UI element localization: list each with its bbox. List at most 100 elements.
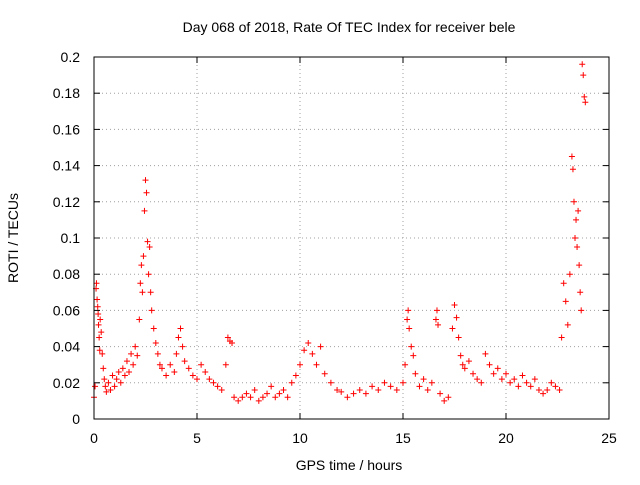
data-point <box>229 339 236 346</box>
data-point <box>527 383 534 390</box>
data-point <box>482 350 489 357</box>
data-point <box>486 361 493 368</box>
data-point <box>573 216 580 223</box>
y-tick-label: 0.2 <box>61 49 81 65</box>
data-point <box>96 334 103 341</box>
data-point <box>137 280 144 287</box>
data-point <box>350 390 357 397</box>
data-point <box>243 390 250 397</box>
data-point <box>140 253 147 260</box>
data-point <box>198 361 205 368</box>
data-point <box>424 387 431 394</box>
data-point <box>224 334 231 341</box>
data-point <box>405 307 412 314</box>
y-tick-label: 0.1 <box>61 230 81 246</box>
data-point <box>362 390 369 397</box>
chart-title: Day 068 of 2018, Rate Of TEC Index for r… <box>183 19 516 35</box>
data-point <box>494 365 501 372</box>
data-point <box>111 383 118 390</box>
data-point <box>428 379 435 386</box>
data-point <box>202 368 209 375</box>
data-point <box>119 365 126 372</box>
data-point <box>580 72 587 79</box>
data-point <box>574 244 581 251</box>
data-point <box>575 207 582 214</box>
data-point <box>402 361 409 368</box>
data-point <box>465 358 472 365</box>
data-point <box>498 376 505 383</box>
data-point <box>139 289 146 296</box>
y-tick-label: 0.14 <box>53 158 80 174</box>
data-point <box>150 325 157 332</box>
data-point <box>152 339 159 346</box>
data-point <box>142 177 149 184</box>
data-point <box>305 339 312 346</box>
data-point <box>408 343 415 350</box>
x-axis-label: GPS time / hours <box>296 457 403 473</box>
data-point <box>581 93 588 100</box>
data-point <box>210 379 217 386</box>
data-point <box>171 368 178 375</box>
data-point <box>92 383 99 390</box>
data-point <box>327 379 334 386</box>
data-point <box>393 387 400 394</box>
data-point <box>134 352 141 359</box>
data-point <box>141 207 148 214</box>
data-point <box>552 383 559 390</box>
data-point <box>562 298 569 305</box>
data-point <box>531 376 538 383</box>
x-tick-label: 5 <box>193 430 201 446</box>
data-point <box>566 271 573 278</box>
data-point <box>148 307 155 314</box>
data-point <box>461 365 468 372</box>
data-point <box>107 387 114 394</box>
data-point <box>400 379 406 386</box>
data-point <box>420 376 427 383</box>
data-point <box>556 387 563 394</box>
data-point <box>179 343 186 350</box>
data-point <box>445 394 452 401</box>
data-point <box>564 321 571 328</box>
data-point <box>433 307 440 314</box>
data-point <box>457 352 464 359</box>
data-point <box>94 303 101 310</box>
data-point <box>309 350 316 357</box>
data-point <box>416 383 423 390</box>
data-point <box>404 316 411 323</box>
data-point <box>146 244 153 251</box>
data-point <box>268 383 275 390</box>
x-tick-label: 15 <box>395 430 411 446</box>
data-point <box>255 397 262 404</box>
data-point <box>313 361 320 368</box>
data-point <box>105 379 112 386</box>
data-point <box>432 316 439 323</box>
tick-layer: 0 5 10 15 20 25 0 0.02 0.04 0.06 0.08 0.1 0.12 0.14 0.… <box>53 49 617 446</box>
data-point <box>132 343 139 350</box>
data-point <box>218 387 225 394</box>
data-point <box>154 350 161 357</box>
data-series <box>91 61 589 404</box>
data-point <box>101 376 108 383</box>
data-point <box>194 376 200 383</box>
data-point <box>449 325 456 332</box>
data-point <box>410 352 417 359</box>
data-point <box>288 379 295 386</box>
y-tick-label: 0 <box>72 411 80 427</box>
data-point <box>95 321 102 328</box>
data-point <box>470 370 477 377</box>
data-point <box>515 383 522 390</box>
data-point <box>251 387 258 394</box>
data-point <box>490 370 497 377</box>
data-point <box>338 388 345 395</box>
data-point <box>435 321 442 328</box>
data-point <box>523 379 530 386</box>
data-point <box>558 334 565 341</box>
data-point <box>94 296 101 303</box>
data-point <box>375 387 382 394</box>
data-point <box>478 379 485 386</box>
data-point <box>138 262 145 269</box>
data-point <box>103 388 110 395</box>
data-point <box>163 372 170 379</box>
data-point <box>548 379 555 386</box>
